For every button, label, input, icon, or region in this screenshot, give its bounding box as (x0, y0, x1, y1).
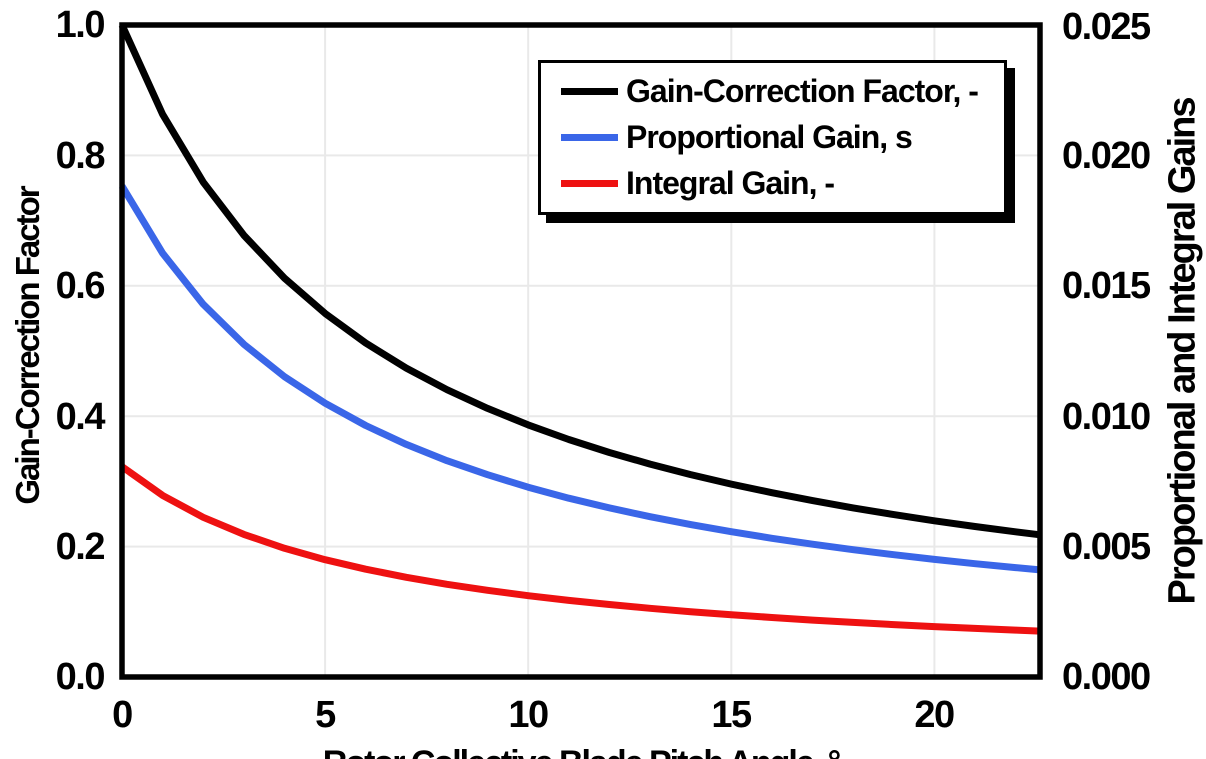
legend-line-blue (561, 133, 618, 141)
y-left-tick-0.8: 0.8 (55, 135, 106, 177)
legend-label-proportional-gain: Proportional Gain, s (626, 118, 913, 155)
x-tick-5: 5 (315, 694, 336, 736)
integral-gain-line (119, 463, 1041, 635)
legend-entry-integral-gain: Integral Gain, - (561, 165, 1004, 202)
y-right-tick-0.020: 0.020 (1062, 135, 1151, 177)
y-axis-title-right: Proportional and Integral Gains (1161, 98, 1204, 605)
y-right-tick-0.000: 0.000 (1062, 656, 1151, 698)
y-left-tick-1.0: 1.0 (55, 4, 106, 46)
proportional-gain-line (119, 184, 1041, 574)
legend-entry-proportional-gain: Proportional Gain, s (561, 119, 1004, 156)
y-right-tick-0.005: 0.005 (1062, 526, 1151, 568)
y-right-tick-0.010: 0.010 (1062, 396, 1151, 438)
y-left-tick-0.0: 0.0 (55, 656, 106, 698)
legend-box: Gain-Correction Factor, - Proportional G… (538, 60, 1007, 215)
y-axis-title-left: Gain-Correction Factor (9, 187, 46, 505)
y-left-tick-0.2: 0.2 (55, 526, 106, 568)
x-tick-20: 20 (914, 694, 955, 736)
x-tick-0: 0 (112, 694, 133, 736)
x-tick-10: 10 (508, 694, 549, 736)
legend-label-gain-correction: Gain-Correction Factor, - (626, 73, 979, 110)
y-right-tick-0.015: 0.015 (1062, 265, 1151, 307)
x-tick-15: 15 (711, 694, 752, 736)
gain-correction-factor-line (118, 23, 1041, 539)
x-axis-title: Rotor Collective Blade Pitch Angle, ° (181, 744, 981, 759)
y-left-tick-0.6: 0.6 (55, 265, 106, 307)
plot-frame (119, 22, 1043, 680)
y-left-tick-0.4: 0.4 (55, 396, 106, 438)
legend-line-black (561, 88, 618, 96)
legend-label-integral-gain: Integral Gain, - (626, 164, 835, 201)
legend-entry-gain-correction: Gain-Correction Factor, - (561, 73, 1004, 110)
legend-line-red (561, 179, 618, 187)
y-right-tick-0.025: 0.025 (1062, 6, 1151, 48)
